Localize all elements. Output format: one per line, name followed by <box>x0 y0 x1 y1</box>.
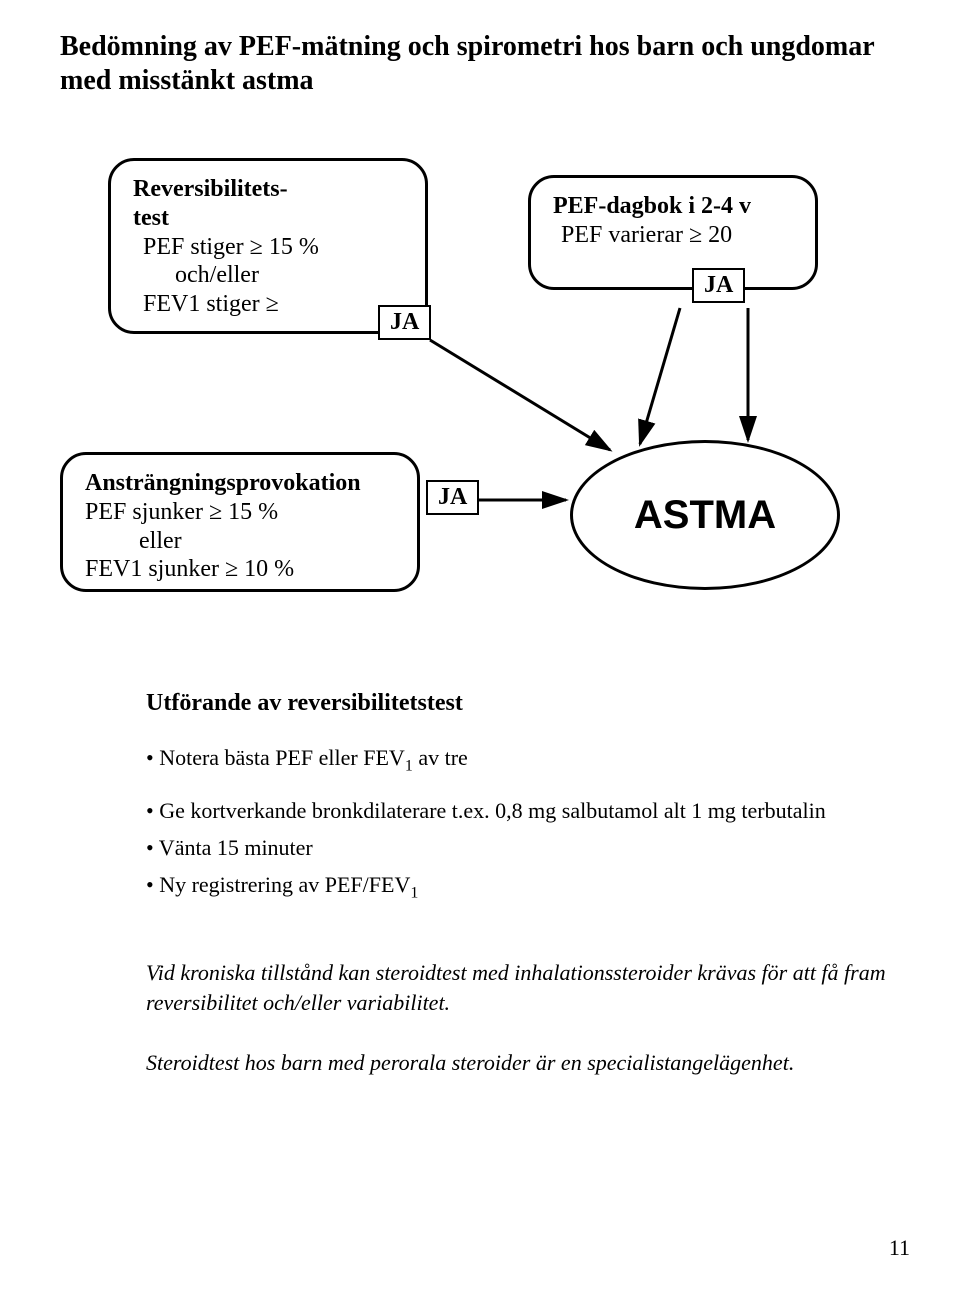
astma-ellipse: ASTMA <box>570 440 840 590</box>
bullet-4-sub: 1 <box>410 885 418 902</box>
node-rev-line1: PEF stiger ≥ 15 % <box>143 233 407 262</box>
node-anst-line1: PEF sjunker ≥ 15 % <box>85 498 399 527</box>
bullet-list: • Notera bästa PEF eller FEV1 av tre • G… <box>146 740 826 908</box>
ja-label-2: JA <box>692 268 745 303</box>
connector-lines <box>0 0 960 700</box>
node-anst-heading: Ansträngningsprovokation <box>85 469 399 498</box>
node-rev-line2: och/eller <box>143 261 407 290</box>
node-anst-line3: FEV1 sjunker ≥ 10 % <box>85 555 399 584</box>
bullet-1-sub: 1 <box>405 757 413 774</box>
astma-label: ASTMA <box>634 493 776 538</box>
node-pef-partial: PEF varierar ≥ 20 <box>553 221 797 250</box>
bullet-1-pre: • Notera bästa PEF eller FEV <box>146 745 405 770</box>
node-rev-heading-l1: Reversibilitets- <box>133 176 288 202</box>
page-number: 11 <box>889 1235 910 1261</box>
bullet-4-pre: • Ny registrering av PEF/FEV <box>146 872 410 897</box>
node-rev-heading: Reversibilitets- test <box>133 175 407 233</box>
italic-paragraph-2: Steroidtest hos barn med perorala steroi… <box>146 1048 936 1078</box>
bullet-4: • Ny registrering av PEF/FEV1 <box>146 867 826 906</box>
italic-paragraph-1: Vid kroniska tillstånd kan steroidtest m… <box>146 958 936 1017</box>
node-rev-heading-l2: test <box>133 205 169 231</box>
node-rev-line3: FEV1 stiger ≥ <box>143 290 407 319</box>
bullet-1-post: av tre <box>413 745 468 770</box>
ja-label-1: JA <box>378 305 431 340</box>
node-anst-line2: eller <box>85 527 399 556</box>
bullet-1: • Notera bästa PEF eller FEV1 av tre <box>146 740 826 779</box>
page-title: Bedömning av PEF-mätning och spirometri … <box>60 30 900 97</box>
node-pef-dagbok: PEF-dagbok i 2-4 v PEF varierar ≥ 20 <box>528 175 818 290</box>
node-anstrangningsprovokation: Ansträngningsprovokation PEF sjunker ≥ 1… <box>60 452 420 592</box>
bullet-3: • Vänta 15 minuter <box>146 830 826 865</box>
bullet-2: • Ge kortverkande bronkdilaterare t.ex. … <box>146 793 826 828</box>
section-heading: Utförande av reversibilitetstest <box>146 690 463 717</box>
node-pef-heading: PEF-dagbok i 2-4 v <box>553 192 797 221</box>
ja-label-3: JA <box>426 480 479 515</box>
page: Bedömning av PEF-mätning och spirometri … <box>0 0 960 1291</box>
